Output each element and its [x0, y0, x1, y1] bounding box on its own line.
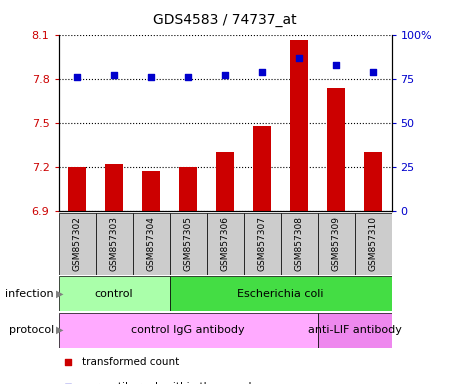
Point	[312, 31, 319, 37]
Bar	[243, 213, 280, 275]
Bar	[253, 126, 271, 211]
Text: GSM857303: GSM857303	[109, 216, 118, 271]
Point	[73, 74, 81, 80]
Point	[295, 55, 302, 61]
Text: GDS4583 / 74737_at: GDS4583 / 74737_at	[153, 13, 297, 27]
Point	[148, 74, 155, 80]
Text: control: control	[94, 289, 133, 299]
Text: ▶: ▶	[56, 289, 64, 299]
Point	[369, 69, 377, 75]
Bar	[132, 213, 170, 275]
Point	[184, 74, 192, 80]
Bar	[105, 164, 123, 211]
Bar	[290, 40, 308, 211]
Text: protocol: protocol	[9, 325, 54, 335]
Text: GSM857302: GSM857302	[72, 217, 81, 271]
Text: anti-LIF antibody: anti-LIF antibody	[307, 325, 401, 335]
Point	[258, 69, 265, 75]
Bar	[327, 88, 345, 211]
Text: GSM857309: GSM857309	[332, 216, 341, 271]
Bar	[95, 213, 132, 275]
Text: GSM857306: GSM857306	[220, 216, 230, 271]
Point	[110, 72, 117, 78]
Bar	[58, 213, 95, 275]
Bar	[318, 313, 392, 348]
Bar	[142, 171, 160, 211]
Text: GSM857307: GSM857307	[257, 216, 266, 271]
Bar	[280, 213, 318, 275]
Text: percentile rank within the sample: percentile rank within the sample	[82, 382, 258, 384]
Bar	[207, 213, 243, 275]
Bar	[58, 276, 170, 311]
Bar	[58, 313, 318, 348]
Text: infection: infection	[5, 289, 54, 299]
Bar	[170, 213, 207, 275]
Text: control IgG antibody: control IgG antibody	[131, 325, 245, 335]
Text: transformed count: transformed count	[82, 357, 179, 367]
Text: GSM857310: GSM857310	[369, 216, 378, 271]
Point	[333, 61, 340, 68]
Bar	[355, 213, 392, 275]
Bar	[170, 276, 392, 311]
Bar	[68, 167, 86, 211]
Point	[221, 72, 229, 78]
Text: GSM857305: GSM857305	[184, 216, 193, 271]
Text: GSM857304: GSM857304	[147, 217, 156, 271]
Text: Escherichia coli: Escherichia coli	[237, 289, 324, 299]
Point	[312, 258, 319, 264]
Bar	[364, 152, 382, 211]
Text: GSM857308: GSM857308	[294, 216, 303, 271]
Bar	[179, 167, 197, 211]
Bar	[318, 213, 355, 275]
Text: ▶: ▶	[56, 325, 64, 335]
Bar	[216, 152, 234, 211]
